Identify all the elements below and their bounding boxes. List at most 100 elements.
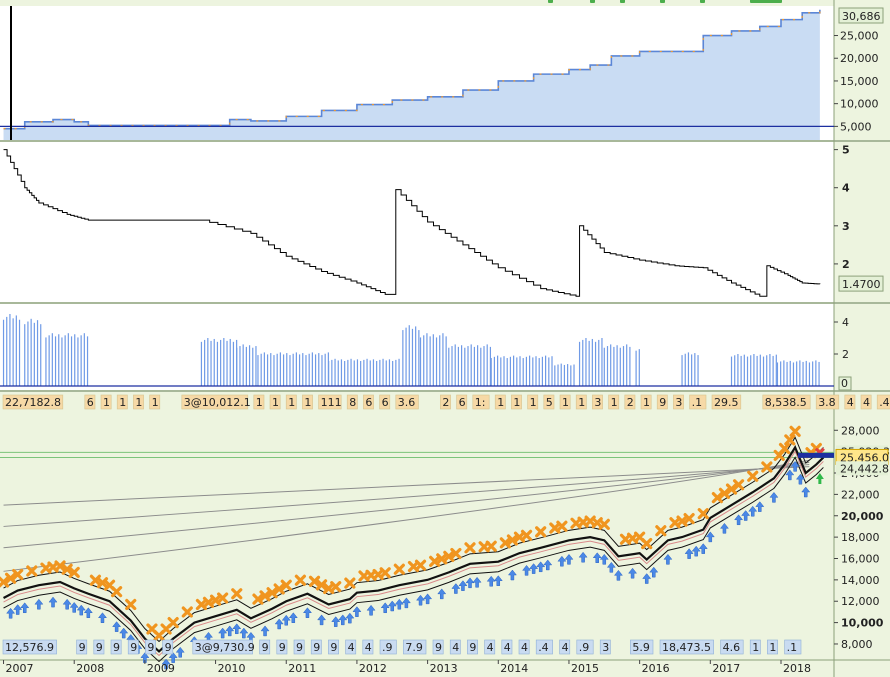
buy-signal-marker[interactable] [748, 505, 758, 517]
sell-signal-marker[interactable] [393, 563, 405, 575]
sell-signal-marker[interactable] [315, 579, 328, 591]
buy-signal-marker[interactable] [76, 604, 86, 616]
buy-signal-marker[interactable] [451, 583, 461, 594]
sell-signal-marker[interactable] [54, 560, 66, 572]
buy-signal-marker[interactable] [97, 612, 108, 623]
sell-signal-marker[interactable] [697, 508, 709, 520]
trade-label-tag[interactable] [815, 394, 840, 410]
buy-signal-marker[interactable] [239, 627, 249, 639]
trade-label-tag[interactable] [659, 639, 714, 655]
sell-signal-marker[interactable] [259, 590, 271, 602]
sell-signal-marker[interactable] [61, 563, 73, 575]
trade-label-tag[interactable] [100, 394, 112, 410]
buy-signal-marker[interactable] [592, 552, 602, 563]
sell-signal-marker[interactable] [68, 566, 80, 579]
trade-label-tag[interactable] [720, 639, 744, 655]
buy-signal-marker[interactable] [606, 561, 616, 573]
buy-signal-marker[interactable] [401, 597, 411, 609]
buy-signal-marker[interactable] [112, 621, 122, 632]
trade-label-tag[interactable] [501, 639, 513, 655]
buy-signal-marker[interactable] [119, 627, 129, 639]
sell-signal-marker[interactable] [273, 583, 285, 595]
buy-signal-marker[interactable] [465, 577, 475, 589]
sell-signal-marker[interactable] [655, 525, 667, 537]
sell-signal-marker[interactable] [784, 434, 796, 446]
trade-label-tag[interactable] [127, 639, 139, 655]
trade-label-tag[interactable] [467, 639, 478, 655]
trade-label-tag[interactable] [592, 394, 603, 410]
trade-label-tag[interactable] [269, 394, 281, 410]
buy-signal-marker[interactable] [486, 575, 496, 587]
trade-label-tag[interactable] [767, 639, 778, 655]
trade-label-tag[interactable] [253, 394, 265, 410]
sell-signal-marker[interactable] [641, 537, 653, 550]
buy-signal-marker[interactable] [48, 596, 58, 608]
buy-signal-marker[interactable] [557, 555, 567, 567]
buy-signal-marker[interactable] [564, 553, 574, 565]
sell-signal-marker[interactable] [761, 461, 773, 473]
buy-signal-marker[interactable] [507, 569, 517, 581]
sell-signal-marker[interactable] [0, 576, 10, 588]
trade-label-tag[interactable] [599, 639, 611, 655]
entry-marker[interactable] [815, 473, 824, 485]
sell-signal-marker[interactable] [683, 513, 695, 525]
trade-label-tag[interactable] [440, 394, 451, 410]
buy-signal-marker[interactable] [83, 607, 93, 619]
buy-signal-marker[interactable] [613, 569, 623, 581]
sell-signal-marker[interactable] [732, 479, 745, 491]
buy-signal-marker[interactable] [741, 510, 751, 521]
sell-signal-marker[interactable] [789, 425, 801, 437]
sell-signal-marker[interactable] [266, 587, 278, 599]
buy-signal-marker[interactable] [522, 564, 532, 576]
trade-label-tag[interactable] [494, 394, 506, 410]
trade-label-tag[interactable] [762, 394, 811, 410]
sell-signal-marker[interactable] [111, 586, 123, 598]
buy-signal-marker[interactable] [458, 580, 468, 591]
buy-signal-marker[interactable] [649, 566, 659, 578]
buy-signal-marker[interactable] [352, 606, 362, 617]
buy-signal-marker[interactable] [769, 491, 779, 503]
buy-signal-marker[interactable] [684, 548, 694, 559]
buy-signal-marker[interactable] [175, 646, 185, 658]
buy-signal-marker[interactable] [705, 531, 715, 543]
trade-label-tag[interactable] [76, 639, 88, 655]
trade-label-tag[interactable] [302, 394, 313, 410]
trade-label-tag[interactable] [673, 394, 684, 410]
toolbar-button[interactable] [548, 0, 553, 3]
trade-label-tag[interactable] [449, 639, 461, 655]
buy-signal-marker[interactable] [20, 602, 30, 614]
trade-label-tag[interactable] [575, 394, 587, 410]
buy-signal-marker[interactable] [34, 598, 44, 610]
sell-signal-marker[interactable] [414, 559, 427, 571]
buy-signal-marker[interactable] [437, 588, 447, 600]
sell-signal-marker[interactable] [556, 520, 568, 532]
trade-label-tag[interactable] [518, 639, 530, 655]
trade-label-tag[interactable] [472, 394, 490, 410]
buy-signal-marker[interactable] [423, 593, 433, 605]
trade-label-tag[interactable] [328, 639, 339, 655]
trade-label-tag[interactable] [293, 639, 305, 655]
trade-label-tag[interactable] [559, 639, 571, 655]
sell-signal-marker[interactable] [252, 593, 264, 605]
sell-signal-marker[interactable] [778, 442, 791, 455]
trade-label-tag[interactable] [2, 639, 57, 655]
trade-label-tag[interactable] [192, 639, 253, 655]
buy-signal-marker[interactable] [345, 612, 355, 624]
buy-signal-marker[interactable] [790, 460, 800, 472]
buy-signal-marker[interactable] [628, 567, 638, 579]
trade-label-tag[interactable] [403, 639, 427, 655]
sell-signal-marker[interactable] [280, 579, 292, 591]
buy-signal-marker[interactable] [472, 576, 482, 588]
trade-label-tag[interactable] [276, 639, 288, 655]
sell-signal-marker[interactable] [181, 606, 193, 618]
trade-label-tag[interactable] [395, 394, 419, 410]
buy-signal-marker[interactable] [331, 616, 341, 627]
sell-signal-marker[interactable] [167, 617, 179, 629]
trade-label-tag[interactable] [110, 639, 122, 655]
trade-label-tag[interactable] [484, 639, 496, 655]
sell-signal-marker[interactable] [217, 592, 229, 604]
buy-signal-marker[interactable] [6, 607, 16, 619]
trade-label-tag[interactable] [624, 394, 636, 410]
buy-signal-marker[interactable] [394, 598, 404, 610]
